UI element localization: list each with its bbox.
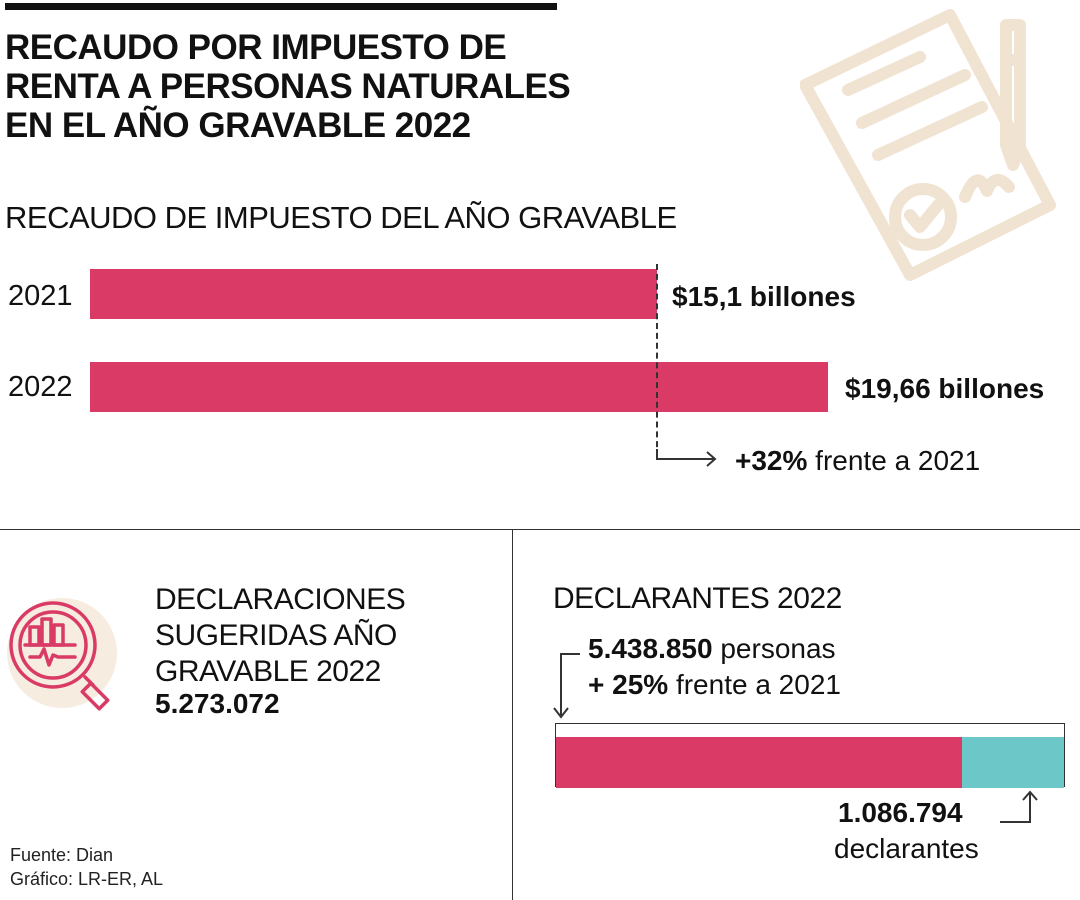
top-rule <box>5 3 557 10</box>
year-label-2021: 2021 <box>8 280 73 312</box>
arrow-up-icon <box>1000 790 1038 823</box>
document-pen-icon <box>800 9 1056 281</box>
section-divider-vertical <box>512 530 513 900</box>
reference-dashed-line <box>656 264 658 457</box>
arrow-down-icon <box>553 653 580 719</box>
declarantes-value: 1.086.794 <box>838 797 963 828</box>
suggested-declarations-value: 5.273.072 <box>155 688 280 719</box>
page-title: RECAUDO POR IMPUESTO DE RENTA A PERSONAS… <box>5 28 571 145</box>
persons-change: + 25% frente a 2021 <box>588 669 841 700</box>
value-label-2021: $15,1 billones <box>672 281 856 312</box>
section-title-recaudo: RECAUDO DE IMPUESTO DEL AÑO GRAVABLE <box>5 200 677 235</box>
magnifier-chart-icon <box>7 598 117 711</box>
bar-2022 <box>90 362 828 412</box>
credit-text: Gráfico: LR-ER, AL <box>10 869 164 889</box>
source-text: Fuente: Dian <box>10 845 114 865</box>
section-divider-horizontal <box>0 529 1080 530</box>
stacked-segment-declarantes <box>962 737 1064 788</box>
arrow-right-icon <box>656 449 717 467</box>
declarantes-label: declarantes <box>834 833 979 864</box>
declarantes-title: DECLARANTES 2022 <box>553 582 842 615</box>
year-label-2022: 2022 <box>8 371 73 403</box>
change-annotation: +32% frente a 2021 <box>735 445 981 476</box>
stacked-segment-main <box>556 737 963 788</box>
persons-total: 5.438.850 personas <box>588 633 836 664</box>
suggested-declarations-title: DECLARACIONES SUGERIDAS AÑO GRAVABLE 202… <box>155 583 406 688</box>
bar-2021 <box>90 269 657 319</box>
value-label-2022: $19,66 billones <box>845 373 1045 404</box>
